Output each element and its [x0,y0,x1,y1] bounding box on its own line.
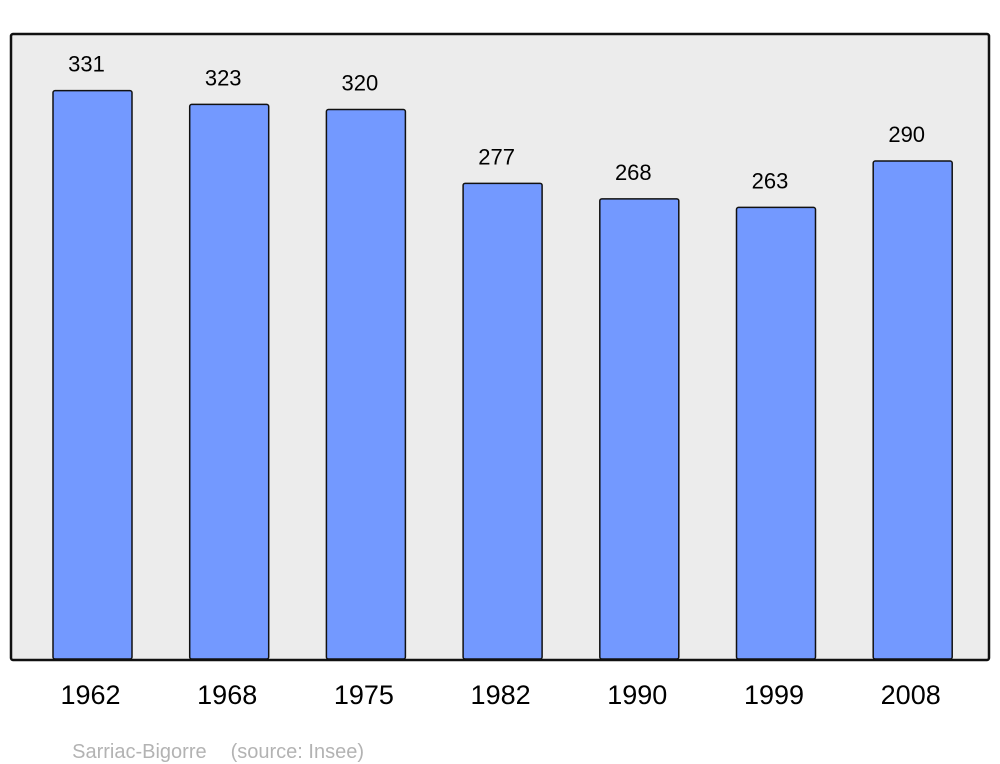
data-label-1968: 323 [205,65,242,90]
bar-1968 [188,103,270,660]
data-label-1990: 268 [615,160,652,185]
data-label-2008: 290 [888,122,925,147]
bar-1990 [599,198,680,660]
x-tick-label-2008: 2008 [881,680,941,710]
x-tick-label-1999: 1999 [744,680,804,710]
bar-1982 [462,182,543,660]
footer-source: (source: Insee) [230,741,364,763]
bar-1975 [325,108,407,660]
footer-caption: Sarriac-Bigorre (source: Insee) [61,718,364,764]
data-label-1982: 277 [478,144,515,169]
x-tick-label-1975: 1975 [334,680,394,710]
bar-1999 [735,206,817,660]
data-label-1962: 331 [68,52,105,77]
population-bar-chart: 331 1962 323 1968 320 1975 277 1982 268 1990 263 19… [9,32,991,710]
data-label-1975: 320 [342,71,379,96]
footer-place: Sarriac-Bigorre [72,741,207,763]
bar-1962 [52,89,133,660]
bar-2008 [872,160,953,660]
x-tick-label-1968: 1968 [197,680,257,710]
x-tick-label-1962: 1962 [60,680,120,710]
x-tick-label-1990: 1990 [607,680,667,710]
x-tick-label-1982: 1982 [471,680,531,710]
data-label-1999: 263 [752,168,789,193]
